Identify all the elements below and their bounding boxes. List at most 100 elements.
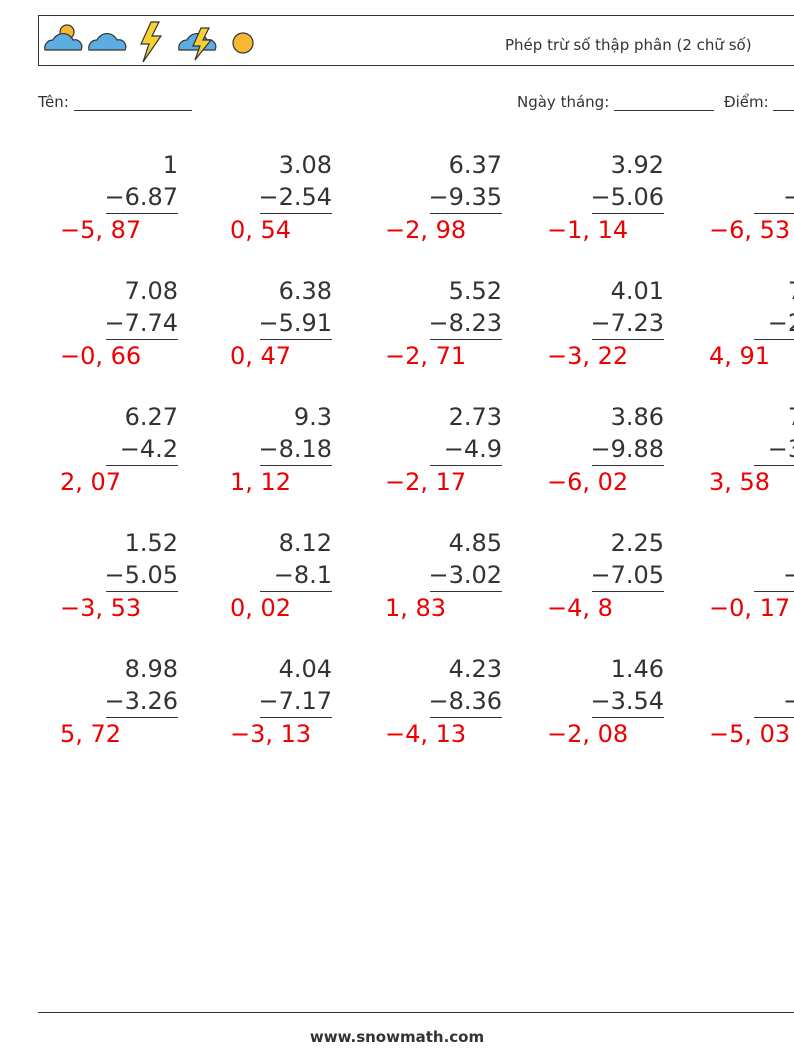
answer: −1, 14 [547,216,629,244]
answer: −3, 53 [60,594,142,622]
answer: −0, 17 [709,594,791,622]
underline [592,213,664,214]
minuend: 7.08 [124,277,178,305]
answer: −3, 13 [230,720,312,748]
title: Phép trừ số thập phân (2 chữ số) [505,36,752,54]
score-label: Điểm: [724,93,769,111]
minuend: 7. [706,528,794,558]
answer: 5, 72 [60,720,122,748]
subtrahend: −2.54 [258,183,332,211]
underline [260,465,332,466]
score-field: Điểm: [724,93,794,111]
underline [430,213,502,214]
subtrahend: −7. [782,561,794,589]
subtrahend: −3.02 [428,561,502,589]
answer: 0, 54 [230,216,292,244]
minuend: 1. [706,150,794,180]
underline [430,591,502,592]
answer: −6, 02 [547,468,629,496]
underline [592,339,664,340]
answer: −5, 03 [709,720,791,748]
subtrahend: −7.17 [258,687,332,715]
subtrahend: −8.1 [273,561,332,589]
minuend: 9.3 [293,403,332,431]
underline [430,465,502,466]
answer: 0, 02 [230,594,292,622]
minuend: 8.98 [124,655,178,683]
minuend: 5.52 [448,277,502,305]
subtrahend: −6.87 [104,183,178,211]
subtrahend: −7.74 [104,309,178,337]
subtrahend: −9.35 [428,183,502,211]
header-box: Phép trừ số thập phân (2 chữ số) [38,15,794,66]
minuend: 1.52 [124,529,178,557]
minuend: 7.2 [706,402,794,432]
answer: 0, 47 [230,342,292,370]
minuend: 4. [706,654,794,684]
underline [592,465,664,466]
name-label: Tên: [38,93,69,111]
underline [754,465,794,466]
minuend: 6.27 [124,403,178,431]
subtrahend: −8.36 [428,687,502,715]
subtrahend: −8.18 [258,435,332,463]
minuend: 3.92 [610,151,664,179]
answer: −2, 17 [385,468,467,496]
minuend: 3.08 [278,151,332,179]
subtrahend: −3.54 [590,687,664,715]
underline [106,213,178,214]
answer: 1, 12 [230,468,292,496]
underline [754,339,794,340]
answer: 1, 83 [385,594,447,622]
subtrahend: −8.23 [428,309,502,337]
answer: −6, 53 [709,216,791,244]
underline [260,213,332,214]
date-field: Ngày tháng: [517,93,715,111]
underline [106,591,178,592]
underline [430,717,502,718]
name-field: Tên: [38,93,192,111]
minuend: 2.25 [610,529,664,557]
underline [592,591,664,592]
minuend: 8.12 [278,529,332,557]
subtrahend: −5.06 [590,183,664,211]
subtrahend: −4.2 [119,435,178,463]
underline [430,339,502,340]
weather-icons [44,21,254,63]
underline [106,717,178,718]
footer-line [38,1012,794,1013]
answer: −3, 22 [547,342,629,370]
minuend: 6.38 [278,277,332,305]
subtrahend: −7.05 [590,561,664,589]
answer: −2, 98 [385,216,467,244]
underline [754,591,794,592]
minuend: 6.37 [448,151,502,179]
subtrahend: −3.26 [104,687,178,715]
subtrahend: −5.05 [104,561,178,589]
underline [754,213,794,214]
underline [106,339,178,340]
underline [260,717,332,718]
underline [260,339,332,340]
answer: 4, 91 [709,342,771,370]
subtrahend: −2.9 [767,309,794,337]
subtrahend: −5.91 [258,309,332,337]
underline [106,465,178,466]
underline [592,717,664,718]
footer-url: www.snowmath.com [309,1028,485,1046]
subtrahend: −7. [782,183,794,211]
answer: −5, 87 [60,216,142,244]
answer: 3, 58 [709,468,771,496]
minuend: 1 [162,151,178,179]
answer: −2, 08 [547,720,629,748]
minuend: 1.46 [610,655,664,683]
date-label: Ngày tháng: [517,93,610,111]
minuend: 7.8 [706,276,794,306]
underline [260,591,332,592]
answer: 2, 07 [60,468,122,496]
minuend: 4.04 [278,655,332,683]
underline [754,717,794,718]
minuend: 4.01 [610,277,664,305]
subtrahend: −4.9 [443,435,502,463]
minuend: 4.85 [448,529,502,557]
